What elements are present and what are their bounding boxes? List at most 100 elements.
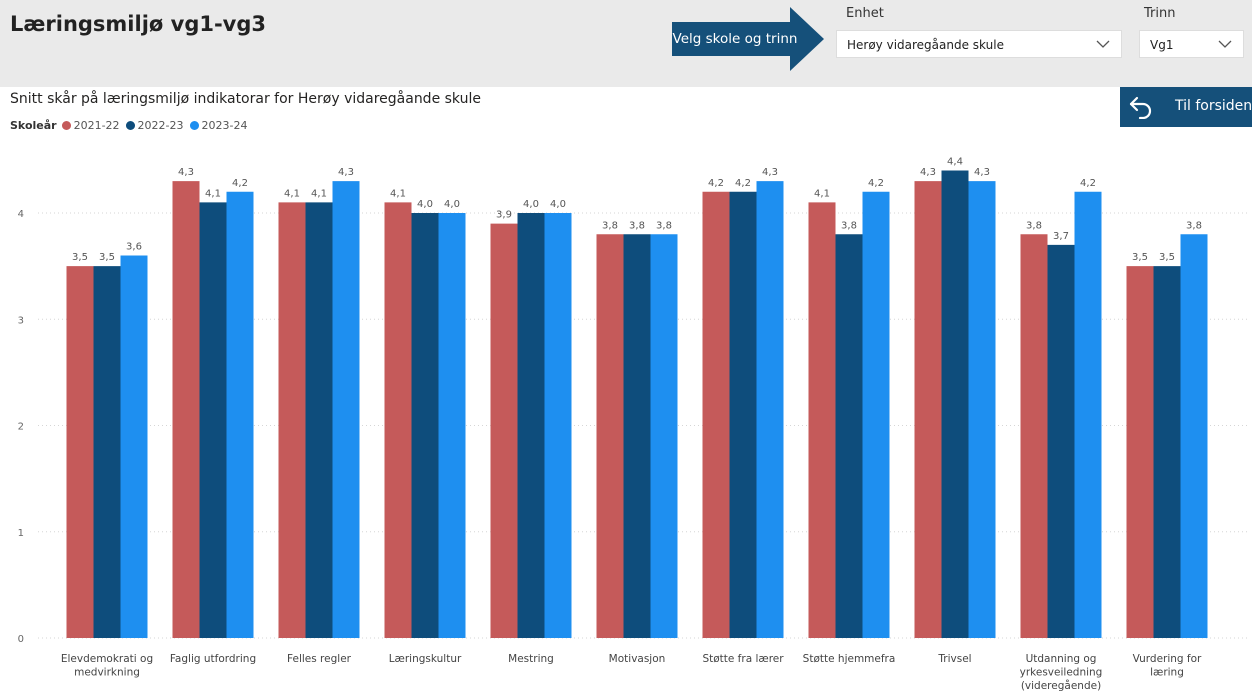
- data-label: 3,5: [72, 252, 88, 263]
- bar: [808, 202, 836, 638]
- x-tick-label-line: Trivsel: [937, 653, 971, 665]
- data-label: 4,2: [708, 178, 724, 189]
- x-tick-label: Mestring: [508, 653, 554, 665]
- x-tick-label: Læringskultur: [389, 653, 462, 665]
- data-label: 4,1: [814, 188, 830, 199]
- arrow-right-icon: [672, 7, 824, 71]
- bar: [862, 191, 890, 638]
- legend-dot: [189, 121, 199, 130]
- bar: [968, 181, 996, 638]
- x-tick-label: Felles regler: [287, 653, 352, 665]
- x-tick-label-line: Vurdering for: [1133, 653, 1202, 665]
- x-tick-label: Utdanning og yrkesveiledning (videregående…: [1020, 653, 1103, 692]
- bar-chart: 0 1 2 3 4 3,5 3,5 3,6 Elevdemokrati og medvirknin…: [18, 157, 1248, 692]
- legend-item-2022-23[interactable]: 2022-23: [125, 119, 184, 132]
- header-bar: Læringsmiljø vg1-vg3 Velg skole og trinn…: [0, 0, 1252, 87]
- chevron-down-icon: [1218, 40, 1232, 48]
- bar: [172, 181, 200, 638]
- bar: [914, 181, 942, 638]
- data-label: 4,0: [444, 199, 460, 210]
- data-label: 3,5: [1132, 252, 1148, 263]
- bar: [702, 191, 730, 638]
- chart-title: Snitt skår på læringsmiljø indikatorar f…: [10, 91, 481, 107]
- bar: [120, 255, 148, 638]
- bar: [384, 202, 412, 638]
- x-tick-label-line: medvirkning: [74, 667, 140, 679]
- chart-legend: Skoleår 2021-22 2022-23 2023-24: [10, 119, 253, 132]
- bar: [490, 223, 518, 638]
- undo-arrow-icon: [1129, 96, 1152, 119]
- data-label: 4,2: [1080, 178, 1096, 189]
- y-tick-label: 3: [18, 315, 24, 326]
- data-label: 4,0: [417, 199, 433, 210]
- x-tick-label-line: (videregående): [1021, 679, 1101, 692]
- home-button-label: Til forsiden: [1175, 98, 1252, 114]
- bar: [332, 181, 360, 638]
- data-label: 3,7: [1053, 231, 1069, 242]
- legend-label: 2022-23: [137, 119, 184, 132]
- x-tick-label-line: Læringskultur: [389, 653, 462, 665]
- data-label: 3,6: [126, 242, 142, 253]
- data-label: 3,5: [99, 252, 115, 263]
- data-label: 4,3: [178, 167, 194, 178]
- data-label: 4,4: [947, 157, 963, 168]
- bar: [226, 191, 254, 638]
- page-title: Læringsmiljø vg1-vg3: [10, 12, 267, 36]
- legend-title: Skoleår: [10, 119, 57, 132]
- bar: [517, 213, 545, 638]
- enhet-label: Enhet: [846, 6, 884, 21]
- data-label: 4,1: [284, 188, 300, 199]
- x-tick-label-line: Utdanning og: [1026, 653, 1097, 665]
- data-label: 4,2: [735, 178, 751, 189]
- x-tick-label-line: Faglig utfordring: [170, 653, 256, 665]
- bar: [596, 234, 624, 638]
- x-tick-label-line: Motivasjon: [609, 653, 666, 665]
- bar: [941, 170, 969, 638]
- legend-item-2021-22[interactable]: 2021-22: [61, 119, 120, 132]
- y-tick-label: 0: [18, 634, 24, 645]
- bar: [835, 234, 863, 638]
- legend-item-2023-24[interactable]: 2023-24: [189, 119, 248, 132]
- x-tick-label: Vurdering for læring: [1133, 653, 1202, 679]
- x-tick-label: Støtte fra lærer: [702, 653, 784, 665]
- x-tick-label: Trivsel: [937, 653, 971, 665]
- bar: [623, 234, 651, 638]
- bar: [1153, 266, 1181, 638]
- data-label: 4,3: [920, 167, 936, 178]
- x-tick-label-line: Støtte fra lærer: [702, 653, 784, 665]
- trinn-label: Trinn: [1144, 6, 1176, 21]
- enhet-dropdown-value: Herøy vidaregåande skule: [847, 38, 1004, 52]
- y-tick-label: 1: [18, 528, 24, 539]
- x-tick-label: Motivasjon: [609, 653, 666, 665]
- x-tick-label-line: læring: [1150, 667, 1184, 679]
- bar: [756, 181, 784, 638]
- x-tick-label: Støtte hjemmefra: [803, 653, 896, 665]
- x-tick-label: Elevdemokrati og medvirkning: [61, 653, 153, 679]
- x-tick-label: Faglig utfordring: [170, 653, 256, 665]
- legend-dot: [61, 121, 71, 130]
- trinn-dropdown[interactable]: Vg1: [1139, 30, 1244, 58]
- bar: [66, 266, 94, 638]
- data-label: 3,8: [1186, 220, 1202, 231]
- chevron-down-icon: [1096, 40, 1110, 48]
- legend-label: 2023-24: [201, 119, 248, 132]
- legend-label: 2021-22: [73, 119, 120, 132]
- bar: [544, 213, 572, 638]
- bar: [199, 202, 227, 638]
- hint-text: Velg skole og trinn: [672, 31, 798, 47]
- bar: [1126, 266, 1154, 638]
- data-label: 3,8: [1026, 220, 1042, 231]
- x-tick-label-line: yrkesveiledning: [1020, 667, 1103, 679]
- home-button[interactable]: Til forsiden: [1120, 87, 1252, 127]
- data-label: 4,2: [868, 178, 884, 189]
- data-label: 4,3: [338, 167, 354, 178]
- bar: [1074, 191, 1102, 638]
- data-label: 4,1: [390, 188, 406, 199]
- x-tick-label-line: Elevdemokrati og: [61, 653, 153, 665]
- data-label: 4,1: [311, 188, 327, 199]
- data-label: 3,8: [602, 220, 618, 231]
- bar: [1180, 234, 1208, 638]
- data-label: 4,3: [762, 167, 778, 178]
- data-label: 4,3: [974, 167, 990, 178]
- enhet-dropdown[interactable]: Herøy vidaregåande skule: [836, 30, 1122, 58]
